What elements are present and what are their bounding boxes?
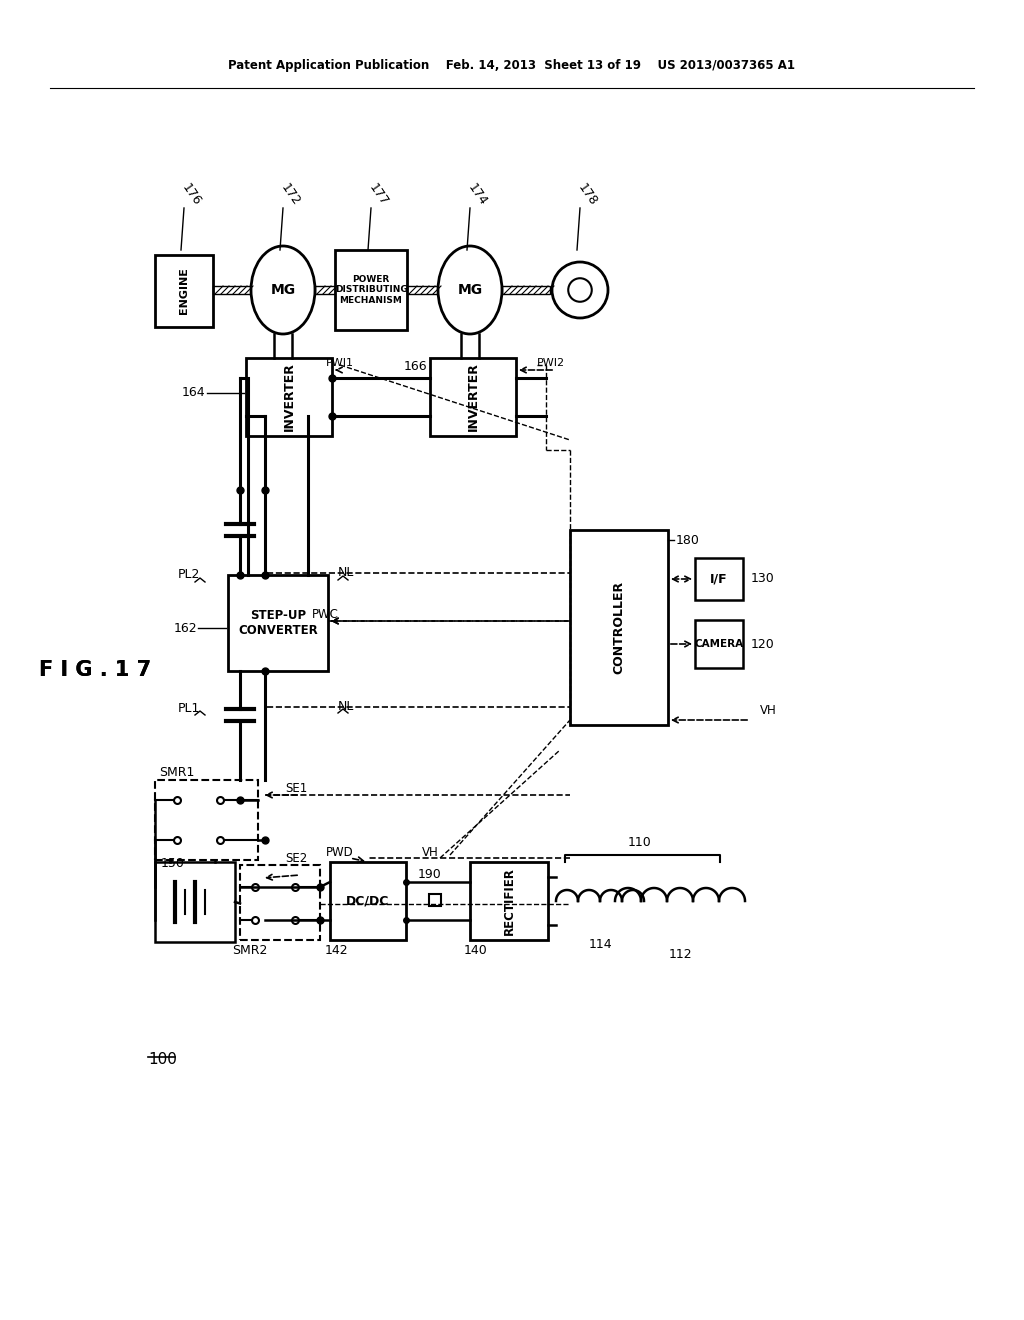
Circle shape xyxy=(568,279,592,302)
Text: 178: 178 xyxy=(574,181,599,209)
Text: 162: 162 xyxy=(173,622,197,635)
Text: PL1: PL1 xyxy=(177,701,200,714)
Text: STEP-UP
CONVERTER: STEP-UP CONVERTER xyxy=(239,609,317,638)
Text: NL: NL xyxy=(338,566,354,579)
Text: 180: 180 xyxy=(676,533,699,546)
Bar xyxy=(695,620,743,668)
Text: DC/DC: DC/DC xyxy=(346,895,390,908)
Text: PWI2: PWI2 xyxy=(537,358,565,368)
Bar xyxy=(695,558,743,601)
Text: RECTIFIER: RECTIFIER xyxy=(503,867,515,935)
Text: 114: 114 xyxy=(588,939,611,952)
Circle shape xyxy=(552,261,608,318)
Text: Patent Application Publication    Feb. 14, 2013  Sheet 13 of 19    US 2013/00373: Patent Application Publication Feb. 14, … xyxy=(228,58,796,71)
Bar xyxy=(228,576,328,671)
Text: 140: 140 xyxy=(464,944,487,957)
Text: SMR2: SMR2 xyxy=(232,944,267,957)
Text: F I G . 1 7: F I G . 1 7 xyxy=(39,660,152,680)
Ellipse shape xyxy=(438,246,502,334)
Text: SE1: SE1 xyxy=(285,781,307,795)
Text: I/F: I/F xyxy=(711,573,728,586)
Text: 100: 100 xyxy=(148,1052,177,1068)
Text: SE2: SE2 xyxy=(285,851,307,865)
Text: 112: 112 xyxy=(669,949,692,961)
Text: 176: 176 xyxy=(179,182,203,209)
Text: PWD: PWD xyxy=(326,846,354,858)
Text: 164: 164 xyxy=(181,387,205,400)
Text: INVERTER: INVERTER xyxy=(283,363,296,432)
Bar xyxy=(155,862,234,942)
Text: 142: 142 xyxy=(325,944,348,957)
Bar xyxy=(502,286,550,294)
Text: PWC: PWC xyxy=(311,607,339,620)
Text: NL: NL xyxy=(338,700,354,713)
Text: INVERTER: INVERTER xyxy=(467,363,479,432)
Bar xyxy=(315,286,335,294)
Text: F I G . 1 7: F I G . 1 7 xyxy=(39,660,152,680)
Text: 150: 150 xyxy=(161,857,185,870)
Bar xyxy=(330,862,406,940)
Ellipse shape xyxy=(251,246,315,334)
Text: 120: 120 xyxy=(751,638,775,651)
Text: 166: 166 xyxy=(403,360,427,374)
Text: 174: 174 xyxy=(465,182,489,209)
Text: 177: 177 xyxy=(366,181,390,209)
Text: CONTROLLER: CONTROLLER xyxy=(612,581,626,675)
Bar xyxy=(570,531,668,725)
Text: ENGINE: ENGINE xyxy=(179,268,189,314)
Text: SMR1: SMR1 xyxy=(159,766,195,779)
Text: POWER
DISTRIBUTING
MECHANISM: POWER DISTRIBUTING MECHANISM xyxy=(335,275,408,305)
Text: 110: 110 xyxy=(628,837,652,850)
Text: 190: 190 xyxy=(418,869,442,882)
Bar xyxy=(470,862,548,940)
Text: PWI1: PWI1 xyxy=(326,358,354,368)
Bar xyxy=(407,286,438,294)
Text: 172: 172 xyxy=(278,182,302,209)
Text: MG: MG xyxy=(270,282,296,297)
Text: VH: VH xyxy=(422,846,438,858)
Text: VH: VH xyxy=(760,704,777,717)
Bar xyxy=(155,780,258,861)
Text: MG: MG xyxy=(458,282,482,297)
Bar xyxy=(155,255,213,327)
Bar xyxy=(335,249,407,330)
Bar xyxy=(240,865,319,940)
Bar xyxy=(430,358,516,436)
Text: PL2: PL2 xyxy=(177,569,200,582)
Text: CAMERA: CAMERA xyxy=(694,639,743,649)
Bar xyxy=(246,358,332,436)
Text: 130: 130 xyxy=(751,573,775,586)
Bar xyxy=(213,286,251,294)
